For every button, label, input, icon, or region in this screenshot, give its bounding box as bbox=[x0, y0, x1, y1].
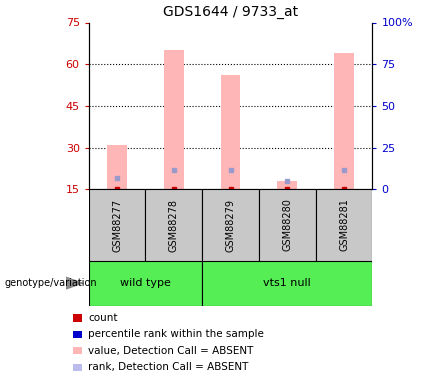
Bar bbox=[278, 181, 297, 189]
Text: GSM88278: GSM88278 bbox=[169, 198, 179, 252]
Text: count: count bbox=[88, 313, 118, 323]
Bar bbox=[73, 314, 82, 322]
Text: GSM88281: GSM88281 bbox=[339, 199, 349, 251]
Bar bbox=[202, 189, 259, 261]
Bar bbox=[89, 261, 202, 306]
Bar bbox=[221, 75, 240, 189]
Bar bbox=[145, 189, 202, 261]
Title: GDS1644 / 9733_at: GDS1644 / 9733_at bbox=[163, 5, 298, 19]
Bar bbox=[259, 189, 316, 261]
Text: genotype/variation: genotype/variation bbox=[4, 278, 97, 288]
Bar bbox=[73, 363, 82, 371]
Bar bbox=[164, 50, 184, 189]
Bar bbox=[107, 145, 127, 189]
Bar bbox=[73, 347, 82, 354]
Bar bbox=[73, 331, 82, 338]
Bar bbox=[334, 53, 354, 189]
Text: percentile rank within the sample: percentile rank within the sample bbox=[88, 329, 265, 339]
Text: GSM88279: GSM88279 bbox=[226, 198, 236, 252]
Bar bbox=[89, 189, 145, 261]
Text: GSM88280: GSM88280 bbox=[282, 199, 292, 251]
Bar bbox=[202, 261, 372, 306]
Text: vts1 null: vts1 null bbox=[263, 278, 311, 288]
Text: rank, Detection Call = ABSENT: rank, Detection Call = ABSENT bbox=[88, 362, 249, 372]
Text: value, Detection Call = ABSENT: value, Detection Call = ABSENT bbox=[88, 346, 254, 356]
Polygon shape bbox=[66, 277, 84, 290]
Text: GSM88277: GSM88277 bbox=[112, 198, 122, 252]
Text: wild type: wild type bbox=[120, 278, 171, 288]
Bar bbox=[316, 189, 372, 261]
